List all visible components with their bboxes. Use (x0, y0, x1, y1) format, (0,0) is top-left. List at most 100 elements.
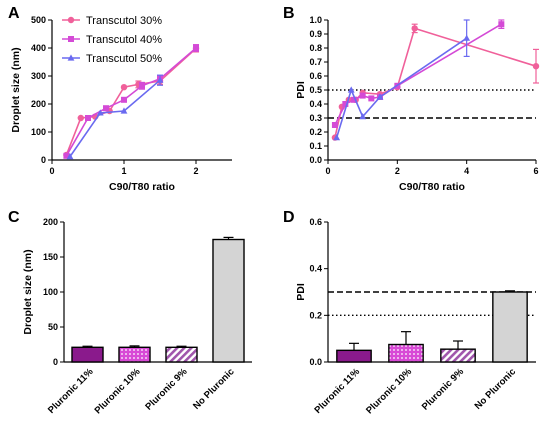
data-point-transcutol-40-b (342, 101, 349, 107)
category-label-no-pluronic-c: No Pluronic (191, 366, 236, 411)
legend-marker-transcutol-30 (67, 16, 75, 24)
y-tick-label-a: 200 (31, 99, 46, 109)
x-axis-title-b: C90/T80 ratio (399, 181, 465, 193)
data-point-transcutol-40-b (368, 95, 375, 102)
y-tick-label-c: 100 (43, 287, 58, 297)
series-transcutol-50-b (333, 19, 471, 141)
panel-label-b: B (283, 5, 295, 22)
bar-pluronic-10-d (388, 343, 424, 363)
y-tick-label-b: 0.7 (309, 57, 322, 67)
y-axis-title-c: Droplet size (nm) (22, 249, 34, 334)
category-label-pluronic-10-c: Pluronic 10% (93, 366, 143, 416)
bar-pluronic-9-d (440, 348, 476, 363)
category-label-no-pluronic-d: No Pluronic (473, 366, 518, 411)
panel-label-d: D (283, 209, 295, 226)
data-point-transcutol-40-b (351, 96, 357, 103)
y-tick-label-d: 0.6 (309, 217, 322, 227)
bar-pluronic-11-d (336, 349, 372, 363)
y-tick-label-b: 0.9 (309, 29, 322, 39)
y-tick-label-c: 50 (48, 322, 58, 332)
data-point-transcutol-30-b (411, 25, 418, 32)
data-point-transcutol-30-a (77, 114, 85, 122)
data-point-transcutol-50-b (359, 113, 367, 120)
panel-d-bar-chart: 0.0 0.2 0.4 0.6 Pluronic 11% Pluronic 10% Plur… (295, 217, 536, 416)
data-point-transcutol-50-a (156, 76, 164, 83)
category-label-pluronic-9-c: Pluronic 9% (143, 366, 190, 413)
data-point-transcutol-40-a (193, 45, 199, 51)
y-tick-label-b: 0.4 (309, 99, 322, 109)
category-label-pluronic-10-d: Pluronic 10% (364, 366, 414, 416)
data-point-transcutol-40-b (359, 92, 366, 99)
y-tick-label-d: 0.0 (309, 357, 322, 367)
data-point-transcutol-40-a (139, 82, 145, 89)
bar-pluronic-9-c (165, 346, 198, 363)
panel-c-bar-chart: 0 50 100 150 200 Pluronic 11%Pluronic 10% Plur… (22, 217, 252, 416)
data-point-transcutol-40-a (103, 105, 109, 112)
panel-label-a: A (8, 5, 20, 22)
data-point-transcutol-40-b (498, 21, 505, 28)
category-label-pluronic-11-d: Pluronic 11% (313, 366, 363, 416)
data-point-transcutol-50-b (376, 93, 384, 100)
series-transcutol-40-b (331, 19, 505, 128)
legend-marker-transcutol-50 (67, 54, 75, 61)
series-transcutol-50-a (66, 74, 164, 160)
legend-label-transcutol-30: Transcutol 30% (86, 15, 162, 27)
data-point-transcutol-50-a (66, 153, 74, 160)
y-tick-label-b: 0.0 (309, 155, 322, 165)
data-point-transcutol-40-a (85, 115, 91, 121)
x-tick-label-a: 2 (193, 166, 198, 176)
x-tick-label-b: 0 (325, 166, 330, 176)
x-axis-title-a: C90/T80 ratio (109, 181, 175, 193)
x-tick-label-b: 4 (464, 166, 469, 176)
y-axis-title-b: PDI (295, 81, 307, 99)
category-label-pluronic-9-d: Pluronic 9% (420, 366, 467, 413)
bar-pluronic-11-c (71, 346, 104, 363)
y-tick-label-a: 400 (31, 43, 46, 53)
y-tick-label-d: 0.4 (309, 264, 322, 274)
data-point-transcutol-40-a (121, 96, 127, 103)
y-tick-label-b: 0.5 (309, 85, 322, 95)
y-tick-label-a: 0 (41, 155, 46, 165)
data-point-transcutol-50-b (347, 86, 355, 93)
series-line-transcutol-30-b (334, 27, 537, 138)
y-tick-label-c: 0 (53, 357, 58, 367)
series-line-transcutol-50-a (69, 79, 161, 158)
y-tick-label-b: 0.6 (309, 71, 322, 81)
x-tick-label-a: 1 (121, 166, 126, 176)
y-tick-label-c: 150 (43, 252, 58, 262)
data-point-transcutol-50-b (463, 34, 471, 41)
series-transcutol-30-b (331, 23, 540, 141)
bar-no-pluronic-d (492, 291, 528, 363)
data-point-transcutol-30-b (532, 62, 540, 70)
y-tick-label-a: 300 (31, 71, 46, 81)
legend-a: Transcutol 30% Transcutol 40% Transcutol 5… (62, 15, 162, 65)
data-point-transcutol-50-b (333, 134, 341, 141)
legend-label-transcutol-50: Transcutol 50% (86, 53, 162, 65)
category-label-pluronic-11-c: Pluronic 11% (46, 366, 96, 416)
data-point-transcutol-50-a (120, 107, 128, 114)
y-tick-label-c: 200 (43, 217, 58, 227)
data-point-transcutol-40-b (331, 122, 338, 128)
bar-pluronic-10-c (118, 346, 151, 363)
y-tick-label-b: 0.8 (309, 43, 322, 53)
data-point-transcutol-50-a (96, 109, 104, 116)
legend-marker-transcutol-40 (68, 36, 74, 42)
x-tick-label-a: 0 (49, 166, 54, 176)
y-tick-label-b: 0.1 (309, 141, 322, 151)
y-tick-label-a: 500 (31, 15, 46, 25)
y-tick-label-a: 100 (31, 127, 46, 137)
data-point-transcutol-30-a (120, 84, 128, 91)
y-axis-title-a: Droplet size (nm) (10, 47, 22, 132)
y-tick-label-b: 0.2 (309, 127, 322, 137)
y-tick-label-d: 0.2 (309, 310, 322, 320)
y-tick-label-b: 1.0 (309, 15, 322, 25)
legend-label-transcutol-40: Transcutol 40% (86, 34, 162, 46)
panel-b-line-chart: 0.0 0.1 0.2 0.3 0.4 0.5 0.6 0.7 0.8 0.9 1.0 0 2 4 6 C90… (295, 15, 540, 193)
panel-a-line-chart: 0 100 200 300 400 500 0 1 2 C90/T80 ratio Droplet … (10, 15, 232, 193)
y-tick-label-b: 0.3 (309, 113, 322, 123)
series-line-transcutol-50-b (335, 37, 468, 138)
bar-no-pluronic-c (212, 238, 245, 363)
x-tick-label-b: 6 (533, 166, 538, 176)
panel-label-c: C (8, 209, 20, 226)
